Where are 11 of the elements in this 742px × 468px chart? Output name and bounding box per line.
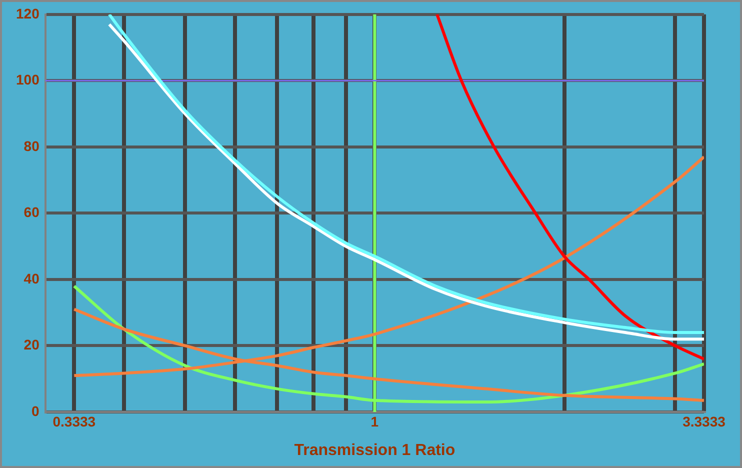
y-tick-label: 120 xyxy=(16,5,40,22)
y-tick-label: 0 xyxy=(32,402,40,419)
y-tick-label: 40 xyxy=(24,270,40,286)
x-tick-label: 3.3333 xyxy=(682,413,726,430)
x-axis-title: Transmission 1 Ratio xyxy=(294,442,456,459)
y-tick-label: 20 xyxy=(24,336,40,353)
x-tick-label: 1 xyxy=(370,413,379,430)
y-tick-label: 80 xyxy=(24,138,40,154)
y-tick-label: 100 xyxy=(16,72,40,88)
y-tick-label: 60 xyxy=(24,204,40,220)
x-tick-label: 0.3333 xyxy=(52,413,96,430)
